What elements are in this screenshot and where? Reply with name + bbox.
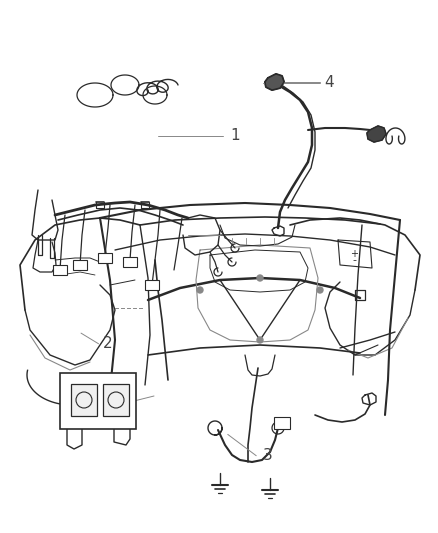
FancyBboxPatch shape (60, 373, 136, 429)
Polygon shape (265, 74, 284, 90)
Text: +: + (350, 249, 358, 259)
Circle shape (257, 337, 263, 343)
FancyBboxPatch shape (103, 384, 129, 416)
FancyBboxPatch shape (98, 253, 112, 263)
FancyBboxPatch shape (53, 265, 67, 275)
Circle shape (257, 275, 263, 281)
Text: 3: 3 (263, 448, 272, 463)
FancyBboxPatch shape (73, 260, 87, 270)
FancyBboxPatch shape (274, 417, 290, 429)
Text: 1: 1 (230, 128, 240, 143)
FancyBboxPatch shape (71, 384, 97, 416)
Text: 4: 4 (324, 75, 334, 90)
Circle shape (317, 287, 323, 293)
FancyBboxPatch shape (145, 280, 159, 290)
Circle shape (197, 287, 203, 293)
Polygon shape (367, 126, 386, 142)
Text: -: - (352, 255, 356, 265)
Text: 2: 2 (103, 336, 113, 351)
FancyBboxPatch shape (123, 257, 137, 267)
